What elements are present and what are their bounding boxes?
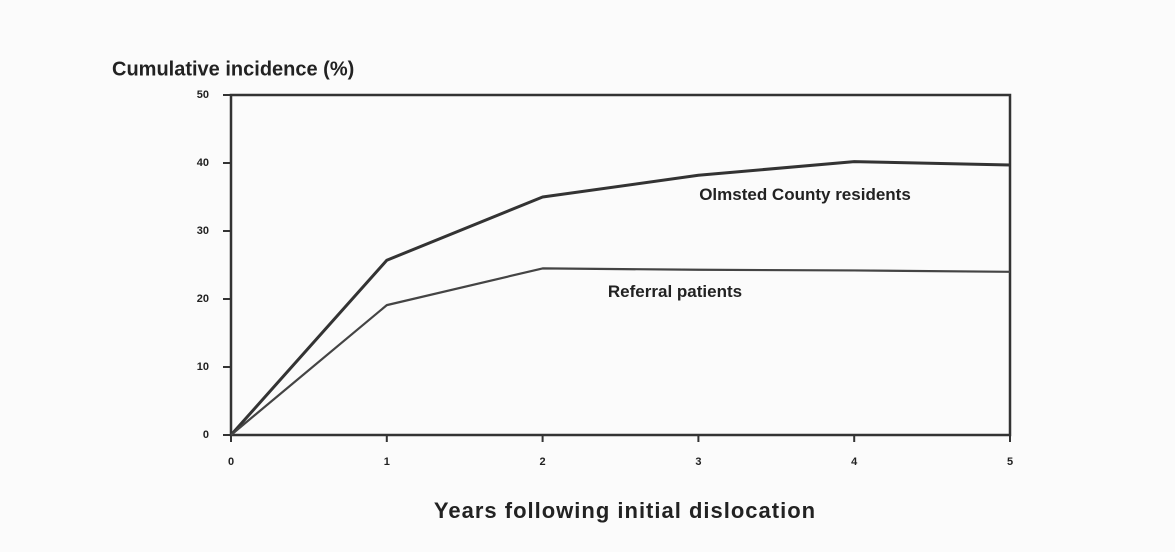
- series-line: [229, 160, 1011, 436]
- y-tick-label: 30: [197, 225, 209, 237]
- y-axis-label: Cumulative incidence (%): [112, 58, 354, 80]
- y-tick-label: 50: [197, 89, 209, 101]
- x-tick-label: 2: [540, 456, 546, 468]
- y-tick-label: 20: [197, 293, 209, 305]
- x-tick-label: 5: [1007, 456, 1013, 468]
- x-tick-label: 4: [851, 456, 858, 468]
- x-tick-label: 3: [695, 456, 701, 468]
- series-line: [230, 267, 1011, 436]
- x-axis-label: Years following initial dislocation: [434, 498, 816, 523]
- x-tick-label: 1: [384, 456, 390, 468]
- y-tick-label: 10: [197, 361, 209, 373]
- series-label: Olmsted County residents: [699, 185, 911, 204]
- series-label: Referral patients: [607, 282, 743, 301]
- x-tick-label: 0: [228, 456, 234, 468]
- y-tick-label: 40: [197, 157, 209, 169]
- plot-frame: [229, 93, 1012, 437]
- y-tick-label: 0: [203, 429, 209, 441]
